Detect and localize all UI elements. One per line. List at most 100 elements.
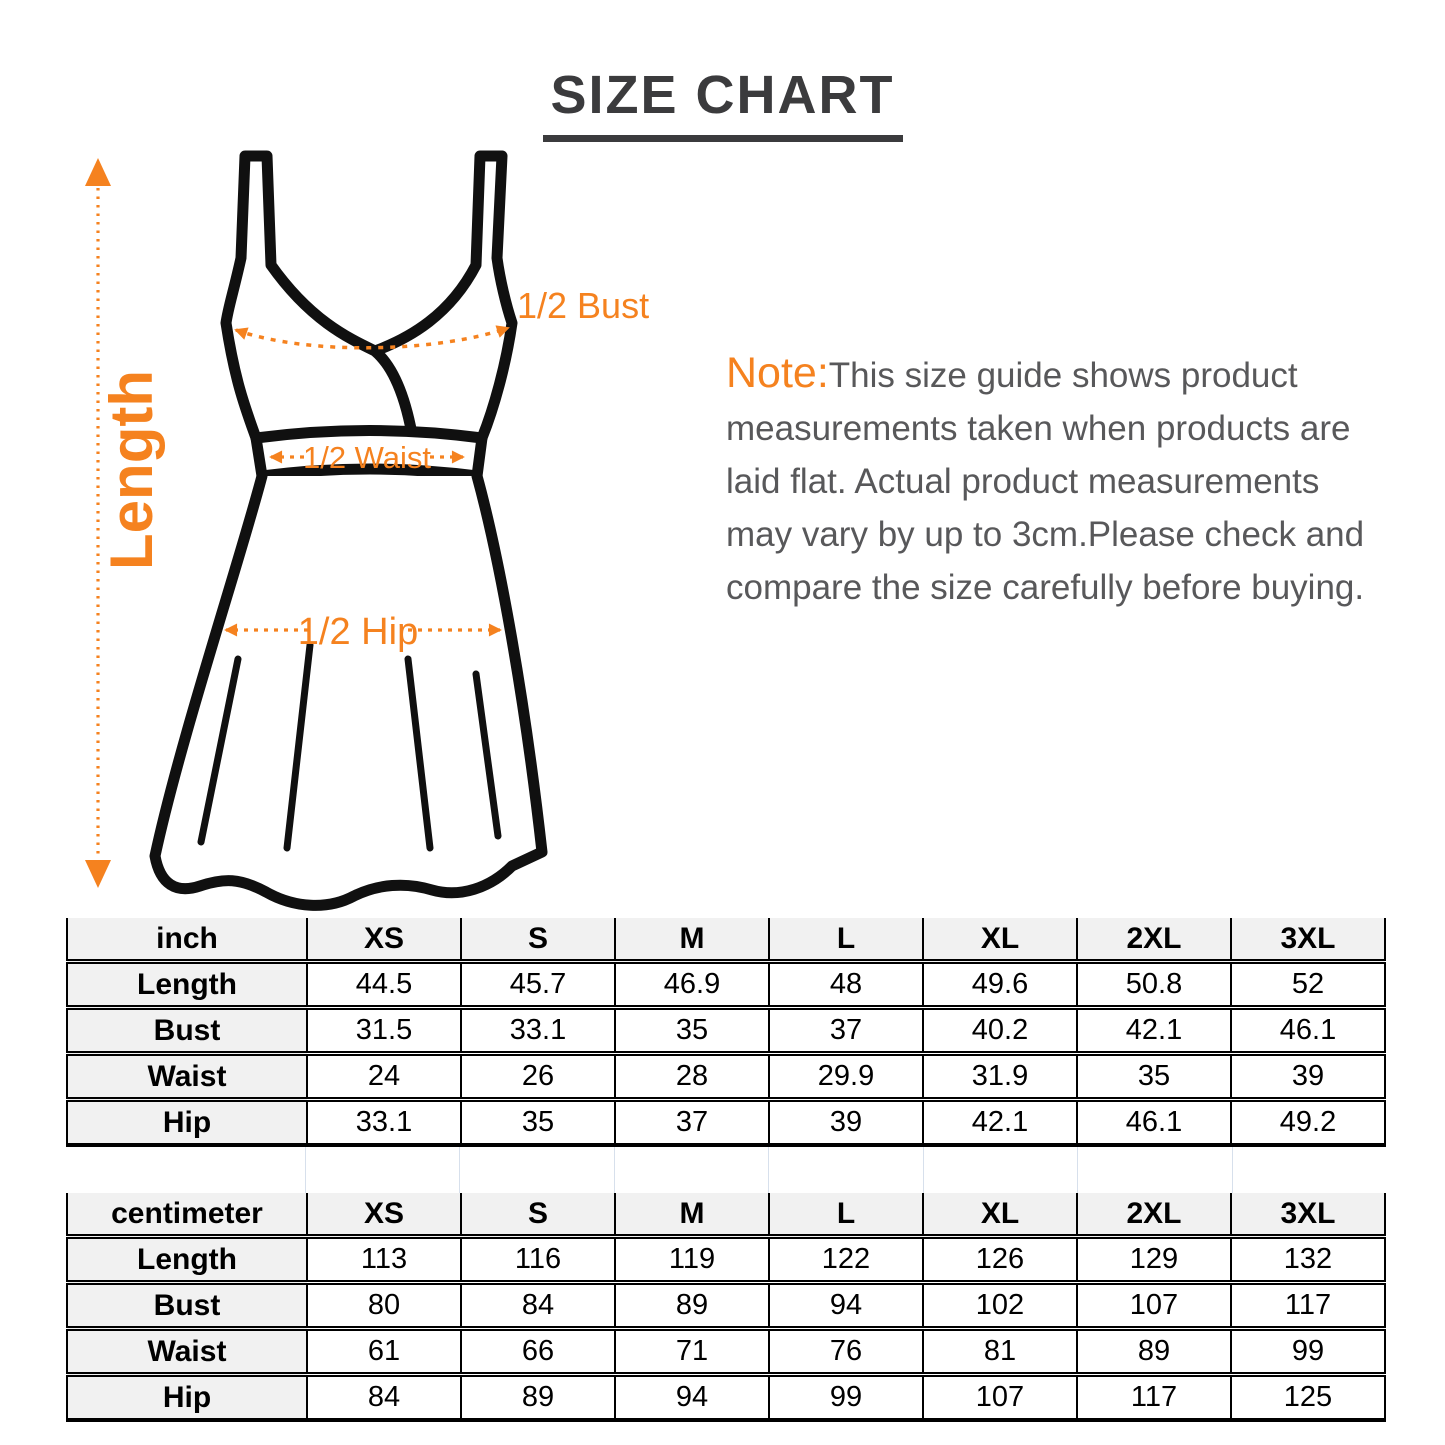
- size-header-cell: S: [460, 918, 616, 964]
- value-cell: 125: [1230, 1374, 1386, 1422]
- value-cell: 31.9: [922, 1053, 1078, 1102]
- row-label-cell: Waist: [66, 1328, 308, 1377]
- size-header-cell: M: [614, 1193, 770, 1239]
- value-cell: 50.8: [1076, 961, 1232, 1010]
- length-arrow: [85, 158, 111, 888]
- value-cell: 113: [306, 1236, 462, 1285]
- value-cell: 42.1: [1076, 1007, 1232, 1056]
- measurement-row: Hip 84 89 94 99 107 117 125: [66, 1374, 1386, 1422]
- unit-cell: inch: [66, 918, 308, 964]
- value-cell: 71: [614, 1328, 770, 1377]
- size-header-cell: 2XL: [1076, 1193, 1232, 1239]
- value-cell: 42.1: [922, 1099, 1078, 1147]
- value-cell: 89: [614, 1282, 770, 1331]
- dress-bodice: [220, 150, 518, 444]
- size-header-cell: S: [460, 1193, 616, 1239]
- row-label-cell: Length: [66, 1236, 308, 1285]
- length-label: Length: [98, 370, 165, 570]
- value-cell: 61: [306, 1328, 462, 1377]
- value-cell: 40.2: [922, 1007, 1078, 1056]
- value-cell: 126: [922, 1236, 1078, 1285]
- value-cell: 99: [1230, 1328, 1386, 1377]
- dress-diagram: Length 1/2 Bust 1/2 Waist 1/2 Hip: [85, 150, 649, 911]
- dress-outline: [149, 150, 548, 911]
- value-cell: 119: [614, 1236, 770, 1285]
- half-waist-label: 1/2 Waist: [303, 440, 431, 475]
- size-header-cell: XL: [922, 918, 1078, 964]
- value-cell: 39: [768, 1099, 924, 1147]
- half-hip-label: 1/2 Hip: [298, 611, 418, 653]
- value-cell: 66: [460, 1328, 616, 1377]
- note-body: This size guide shows product measuremen…: [726, 356, 1365, 607]
- row-label-cell: Hip: [66, 1099, 308, 1147]
- title-row: SIZE CHART: [0, 64, 1445, 142]
- note-text: Note:This size guide shows product measu…: [726, 347, 1426, 614]
- value-cell: 116: [460, 1236, 616, 1285]
- value-cell: 129: [1076, 1236, 1232, 1285]
- value-cell: 24: [306, 1053, 462, 1102]
- value-cell: 33.1: [306, 1099, 462, 1147]
- half-bust-label: 1/2 Bust: [517, 285, 649, 326]
- value-cell: 52: [1230, 961, 1386, 1010]
- measurement-row: Hip 33.1 35 37 39 42.1 46.1 49.2: [66, 1099, 1386, 1147]
- value-cell: 39: [1230, 1053, 1386, 1102]
- row-label-cell: Bust: [66, 1282, 308, 1331]
- value-cell: 84: [460, 1282, 616, 1331]
- measurement-row: Waist 61 66 71 76 81 89 99: [66, 1328, 1386, 1377]
- measurement-row: Length 44.5 45.7 46.9 48 49.6 50.8 52: [66, 961, 1386, 1010]
- value-cell: 89: [460, 1374, 616, 1422]
- dress-skirt: [149, 470, 548, 911]
- value-cell: 94: [768, 1282, 924, 1331]
- value-cell: 28: [614, 1053, 770, 1102]
- value-cell: 49.6: [922, 961, 1078, 1010]
- value-cell: 84: [306, 1374, 462, 1422]
- row-label-cell: Bust: [66, 1007, 308, 1056]
- value-cell: 102: [922, 1282, 1078, 1331]
- value-cell: 33.1: [460, 1007, 616, 1056]
- size-table-cm: centimeter XS S M L XL 2XL 3XL Length 113 116 119 12…: [66, 1193, 1386, 1422]
- size-header-cell: L: [768, 1193, 924, 1239]
- value-cell: 29.9: [768, 1053, 924, 1102]
- value-cell: 49.2: [1230, 1099, 1386, 1147]
- value-cell: 117: [1076, 1374, 1232, 1422]
- value-cell: 122: [768, 1236, 924, 1285]
- value-cell: 35: [460, 1099, 616, 1147]
- size-header-cell: 2XL: [1076, 918, 1232, 964]
- value-cell: 46.1: [1076, 1099, 1232, 1147]
- measurement-row: Waist 24 26 28 29.9 31.9 35 39: [66, 1053, 1386, 1102]
- value-cell: 35: [1076, 1053, 1232, 1102]
- skirt-pleats: [197, 641, 502, 852]
- length-arrow-up-icon: [85, 158, 111, 186]
- size-table-inch: inch XS S M L XL 2XL 3XL Length 44.5 45.7 46.9 48 49.…: [66, 918, 1386, 1147]
- value-cell: 107: [1076, 1282, 1232, 1331]
- row-label-cell: Hip: [66, 1374, 308, 1422]
- value-cell: 89: [1076, 1328, 1232, 1377]
- value-cell: 35: [614, 1007, 770, 1056]
- size-header-row: centimeter XS S M L XL 2XL 3XL: [66, 1193, 1386, 1239]
- size-header-cell: 3XL: [1230, 918, 1386, 964]
- row-label-cell: Length: [66, 961, 308, 1010]
- size-header-row: inch XS S M L XL 2XL 3XL: [66, 918, 1386, 964]
- size-tables: inch XS S M L XL 2XL 3XL Length 44.5 45.7 46.9 48 49.…: [66, 918, 1386, 1422]
- size-header-cell: L: [768, 918, 924, 964]
- length-arrow-down-icon: [85, 860, 111, 888]
- value-cell: 37: [768, 1007, 924, 1056]
- value-cell: 94: [614, 1374, 770, 1422]
- size-header-cell: XS: [306, 918, 462, 964]
- note-label: Note:: [726, 349, 829, 397]
- value-cell: 99: [768, 1374, 924, 1422]
- value-cell: 48: [768, 961, 924, 1010]
- size-header-cell: M: [614, 918, 770, 964]
- value-cell: 26: [460, 1053, 616, 1102]
- value-cell: 76: [768, 1328, 924, 1377]
- value-cell: 107: [922, 1374, 1078, 1422]
- dress-waistband: [250, 425, 488, 482]
- measurement-row: Bust 31.5 33.1 35 37 40.2 42.1 46.1: [66, 1007, 1386, 1056]
- measurement-row: Length 113 116 119 122 126 129 132: [66, 1236, 1386, 1285]
- page-title: SIZE CHART: [542, 64, 903, 142]
- value-cell: 31.5: [306, 1007, 462, 1056]
- value-cell: 46.9: [614, 961, 770, 1010]
- value-cell: 45.7: [460, 961, 616, 1010]
- value-cell: 46.1: [1230, 1007, 1386, 1056]
